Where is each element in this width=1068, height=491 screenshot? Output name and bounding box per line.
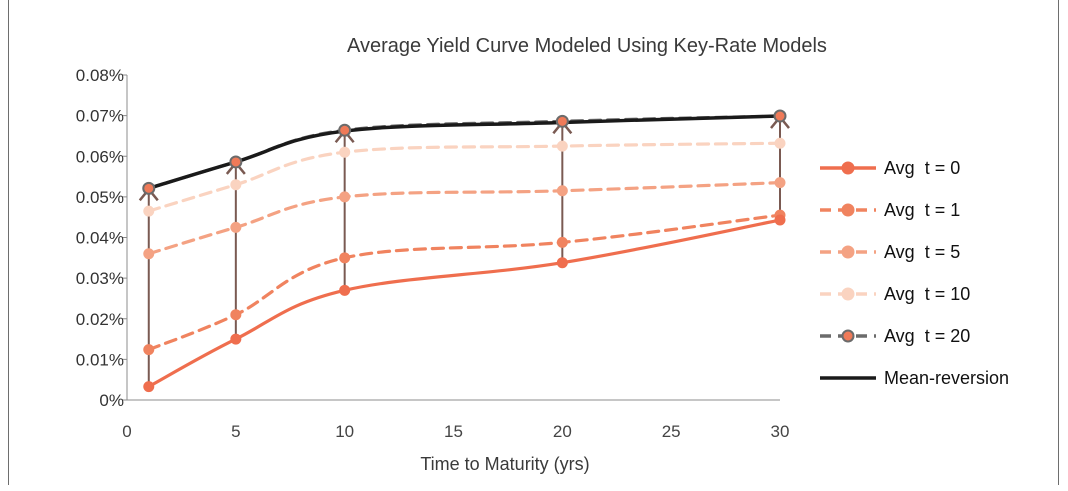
- data-point: [338, 123, 352, 137]
- y-tick-label: 0.08%: [76, 66, 124, 85]
- legend-item: Avg t = 1: [820, 200, 960, 220]
- legend-item: Avg t = 0: [820, 158, 960, 178]
- data-point: [555, 114, 569, 128]
- data-point: [230, 333, 242, 345]
- legend-item: Avg t = 20: [820, 326, 970, 346]
- legend-item: Mean-reversion: [820, 368, 1009, 388]
- chart-title: Average Yield Curve Modeled Using Key-Ra…: [347, 35, 827, 57]
- data-point: [142, 181, 156, 195]
- x-axis-label: Time to Maturity (yrs): [420, 454, 589, 474]
- y-tick-labels: 0% 0.01% 0.02% 0.03% 0.04% 0.05% 0.06% 0.07% 0.0…: [76, 66, 124, 410]
- data-point: [339, 146, 351, 158]
- data-point: [229, 155, 243, 169]
- y-tick-label: 0.05%: [76, 188, 124, 207]
- legend-swatch-marker: [841, 161, 855, 175]
- data-point: [556, 140, 568, 152]
- x-tick-label: 0: [122, 422, 131, 441]
- series-lines: [147, 114, 782, 389]
- legend-swatch-marker: [841, 287, 855, 301]
- x-tick-label: 10: [335, 422, 354, 441]
- data-point: [143, 205, 155, 217]
- x-tick-label: 25: [662, 422, 681, 441]
- legend-label: Avg t = 5: [884, 242, 960, 262]
- data-point: [556, 236, 568, 248]
- legend-label: Mean-reversion: [884, 368, 1009, 388]
- y-tick-label: 0.06%: [76, 147, 124, 166]
- legend-label: Avg t = 0: [884, 158, 960, 178]
- data-point: [556, 257, 568, 269]
- legend-item: Avg t = 10: [820, 284, 970, 304]
- series-line: [147, 114, 782, 191]
- data-point: [774, 177, 786, 189]
- legend: Avg t = 0 Avg t = 1 Avg t = 5 Avg t = 10 Avg…: [820, 158, 1009, 388]
- data-point: [230, 179, 242, 191]
- y-tick-label: 0.01%: [76, 350, 124, 369]
- data-point: [230, 221, 242, 233]
- data-point: [143, 381, 155, 393]
- legend-label: Avg t = 20: [884, 326, 970, 346]
- legend-swatch-marker: [841, 245, 855, 259]
- y-tick-label: 0.02%: [76, 310, 124, 329]
- series-line: [147, 213, 782, 352]
- data-point: [339, 284, 351, 296]
- x-tick-labels: 0 5 10 15 20 25 30: [122, 422, 789, 441]
- y-tick-label: 0.03%: [76, 269, 124, 288]
- data-point: [774, 137, 786, 149]
- x-tick-label: 5: [231, 422, 240, 441]
- y-tick-label: 0.07%: [76, 107, 124, 126]
- data-point: [230, 309, 242, 321]
- data-point: [339, 252, 351, 264]
- y-tick-label: 0.04%: [76, 229, 124, 248]
- series-line: [147, 181, 782, 256]
- legend-swatch-marker: [841, 203, 855, 217]
- series-line: [147, 114, 782, 190]
- data-point: [339, 191, 351, 203]
- data-point: [773, 109, 787, 123]
- data-point: [556, 185, 568, 197]
- chart-frame: [8, 0, 1059, 485]
- x-tick-label: 30: [771, 422, 790, 441]
- y-tick-label: 0%: [99, 391, 124, 410]
- legend-label: Avg t = 1: [884, 200, 960, 220]
- data-point: [143, 248, 155, 260]
- series-line: [147, 218, 782, 389]
- plot-axes: [122, 74, 780, 401]
- series-markers: [142, 109, 787, 393]
- legend-item: Avg t = 5: [820, 242, 960, 262]
- x-tick-label: 20: [553, 422, 572, 441]
- series-line: [147, 141, 782, 213]
- data-point: [774, 214, 786, 226]
- data-point: [143, 344, 155, 356]
- legend-label: Avg t = 10: [884, 284, 970, 304]
- x-tick-label: 15: [444, 422, 463, 441]
- legend-swatch-marker: [841, 329, 855, 343]
